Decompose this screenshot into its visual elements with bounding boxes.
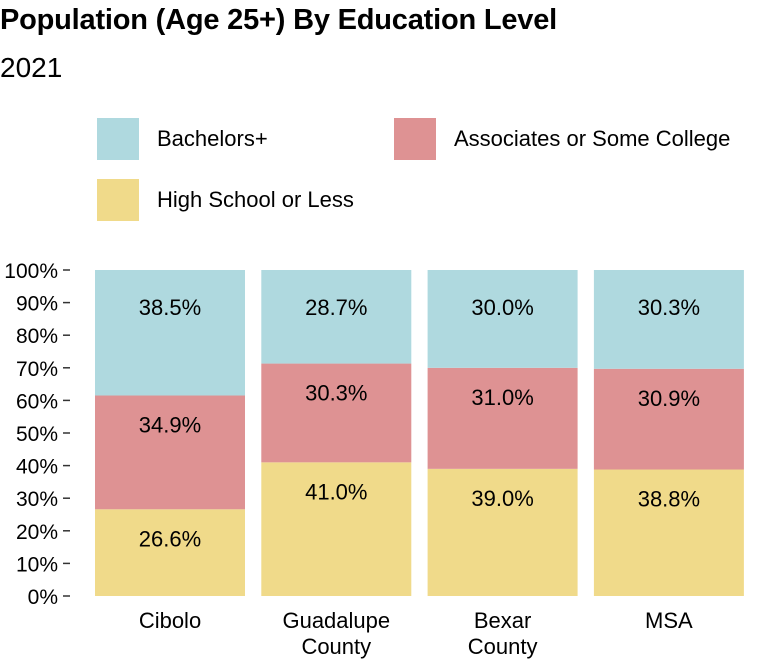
y-axis-tick-label: 50% — [16, 423, 58, 446]
bar-segment — [427, 468, 578, 596]
legend-swatch-high-school — [97, 179, 139, 221]
y-axis-tick-label: 80% — [16, 325, 58, 348]
x-axis-category-label: Cibolo — [139, 608, 201, 633]
data-label: 38.8% — [638, 487, 700, 512]
data-label: 26.6% — [139, 526, 201, 551]
bar-segment — [593, 270, 744, 369]
x-axis-category-label: Bexar — [474, 608, 531, 633]
y-axis-tick-label: 20% — [16, 521, 58, 544]
bar-segment — [427, 270, 578, 368]
chart-title: Population (Age 25+) By Education Level — [0, 4, 557, 36]
bar-segment — [261, 363, 412, 463]
bar-segment — [95, 270, 245, 396]
y-axis-tick-label: 0% — [28, 586, 58, 609]
data-label: 41.0% — [305, 479, 367, 504]
x-axis-category-label: County — [468, 634, 538, 659]
legend-label-associates: Associates or Some College — [454, 126, 731, 151]
y-axis-tick-label: 40% — [16, 456, 58, 479]
data-label: 38.5% — [139, 295, 201, 320]
bar-segment — [261, 462, 412, 596]
x-axis-category-label: Guadalupe — [282, 608, 390, 633]
chart-subtitle: 2021 — [0, 52, 63, 83]
bar-segment — [95, 395, 245, 510]
data-label: 30.9% — [638, 386, 700, 411]
data-label: 31.0% — [471, 385, 533, 410]
data-label: 34.9% — [139, 413, 201, 438]
data-label: 30.3% — [305, 381, 367, 406]
bar-segment — [427, 367, 578, 469]
y-axis-tick-label: 70% — [16, 358, 58, 381]
x-axis-category-label: County — [301, 634, 371, 659]
legend-swatch-bachelors — [97, 118, 139, 160]
data-label: 30.3% — [638, 295, 700, 320]
legend-swatch-associates — [394, 118, 436, 160]
bar-segment — [593, 368, 744, 470]
y-axis-tick-label: 60% — [16, 390, 58, 413]
bar-segment — [261, 270, 412, 364]
data-label: 30.0% — [471, 295, 533, 320]
bar-segment — [95, 509, 245, 596]
y-axis-tick-label: 30% — [16, 488, 58, 511]
legend-label-bachelors: Bachelors+ — [157, 126, 268, 151]
data-label: 28.7% — [305, 295, 367, 320]
y-axis-tick-label: 90% — [16, 293, 58, 316]
y-axis-tick-label: 100% — [4, 260, 58, 283]
data-label: 39.0% — [471, 486, 533, 511]
x-axis-category-label: MSA — [645, 608, 693, 633]
legend-label-high-school: High School or Less — [157, 187, 354, 212]
y-axis-tick-label: 10% — [16, 553, 58, 576]
bar-segment — [593, 469, 744, 596]
